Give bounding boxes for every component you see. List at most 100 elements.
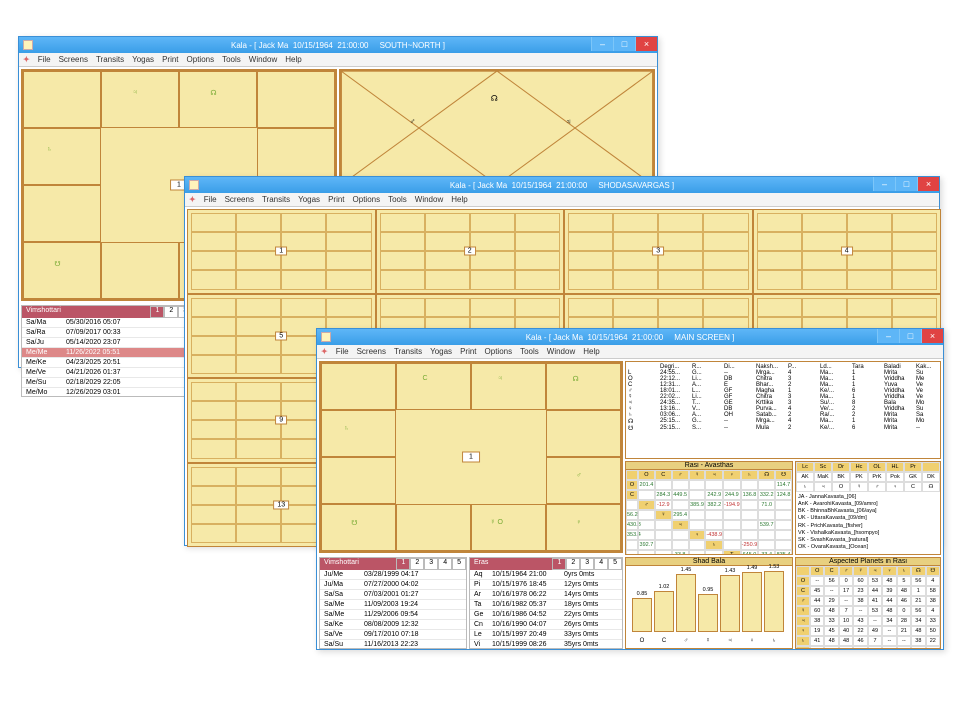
menu-transits[interactable]: Transits (394, 347, 422, 356)
menu-tools[interactable]: Tools (520, 347, 539, 356)
menu-window[interactable]: Window (249, 55, 277, 64)
menubar: ✦ File Screens Transits Yogas Print Opti… (185, 193, 939, 207)
maximize-button[interactable]: □ (613, 37, 635, 51)
menu-tools[interactable]: Tools (388, 195, 407, 204)
dasa-tab-4[interactable]: 4 (438, 558, 452, 570)
eras-panel[interactable]: Eras 1 2 3 4 5 Aq10/15/1964 21:000yrs 0m… (469, 557, 623, 649)
varga-cell[interactable]: 1 (187, 209, 376, 294)
dasa-tab-2[interactable]: 2 (164, 306, 178, 318)
menu-file[interactable]: File (38, 55, 51, 64)
menu-print[interactable]: Print (460, 347, 476, 356)
planet-info-table[interactable]: Degri...R...Di...Naksh...P...Ld...TaraBa… (625, 361, 941, 459)
eras-tab-1[interactable]: 1 (552, 558, 566, 570)
varga-number: 1 (275, 247, 287, 256)
avasthas-panel[interactable]: Rasi - Avasthas OC♂☿♃♀♄☊☋O201.4114.7C284… (625, 461, 793, 555)
minimize-button[interactable]: – (591, 37, 613, 51)
shadbala-bar (676, 574, 696, 632)
menu-window[interactable]: Window (547, 347, 575, 356)
shadbala-panel[interactable]: Shad Bala O0.85C1.02♂1.45☿0.95♃1.43♀1.49… (625, 557, 793, 649)
menu-screens[interactable]: Screens (357, 347, 386, 356)
aspects-title: Aspected Planets in Rasi (796, 558, 940, 566)
eras-tab-4[interactable]: 4 (594, 558, 608, 570)
shadbala-bar (764, 571, 784, 632)
menu-screens[interactable]: Screens (59, 55, 88, 64)
menu-yogas[interactable]: Yogas (430, 347, 452, 356)
eras-tab-3[interactable]: 3 (580, 558, 594, 570)
menu-print[interactable]: Print (328, 195, 344, 204)
menu-tools[interactable]: Tools (222, 55, 241, 64)
dasa-row[interactable]: Sa/Me11/29/2006 09:54 (320, 610, 466, 620)
dasa-row[interactable]: Ju/Me03/28/1999 04:17 (320, 570, 466, 580)
dasa-tab-3[interactable]: 3 (424, 558, 438, 570)
era-row[interactable]: Ar10/16/1978 06:2214yrs 0mts (470, 590, 622, 600)
menu-file[interactable]: File (204, 195, 217, 204)
era-row[interactable]: Cn10/16/1990 04:0726yrs 0mts (470, 620, 622, 630)
era-row[interactable]: Vi10/15/1999 08:2635yrs 0mts (470, 640, 622, 649)
aspects-panel[interactable]: Aspected Planets in Rasi OC♂☿♃♀♄☊☋O--560… (795, 557, 941, 649)
dasa-tab-5[interactable]: 5 (452, 558, 466, 570)
close-button[interactable]: × (921, 329, 943, 343)
dasa-row[interactable]: Ju/Ma07/27/2000 04:02 (320, 580, 466, 590)
maximize-button[interactable]: □ (895, 177, 917, 191)
menu-yogas[interactable]: Yogas (298, 195, 320, 204)
dasa-panel-main[interactable]: Vimshottari 1 2 3 4 5 Ju/Me03/28/1999 04… (319, 557, 467, 649)
shadbala-bar (742, 572, 762, 632)
menu-plus-icon[interactable]: ✦ (189, 195, 196, 204)
varga-number: 5 (275, 331, 287, 340)
planet-info-row[interactable]: ☊25:15...G...--Mrga...4Ma...1MritaMo (628, 418, 938, 425)
karaka-panel[interactable]: LcScDrHcOLHLPrAKMaKBKPKPrKPokGKDK♄♃O☿♂♀C… (795, 461, 941, 555)
dasa-tab-2[interactable]: 2 (410, 558, 424, 570)
titlebar[interactable]: Kala - [ Jack Ma 10/15/1964 21:00:00 SOU… (19, 37, 657, 53)
eras-tab-5[interactable]: 5 (608, 558, 622, 570)
menu-help[interactable]: Help (583, 347, 599, 356)
minimize-button[interactable]: – (873, 177, 895, 191)
era-row[interactable]: Pi10/15/1976 18:4512yrs 0mts (470, 580, 622, 590)
varga-cell[interactable]: 4 (753, 209, 942, 294)
close-button[interactable]: × (635, 37, 657, 51)
menu-options[interactable]: Options (485, 347, 513, 356)
varga-number: 2 (464, 247, 476, 256)
window-title: Kala - [ Jack Ma 10/15/1964 21:00:00 SOU… (231, 41, 445, 50)
menu-transits[interactable]: Transits (262, 195, 290, 204)
menu-transits[interactable]: Transits (96, 55, 124, 64)
era-row[interactable]: Ge10/16/1986 04:5222yrs 0mts (470, 610, 622, 620)
menu-print[interactable]: Print (162, 55, 178, 64)
app-icon (321, 332, 331, 342)
varga-number: 4 (841, 247, 853, 256)
dasa-header: Vimshottari (22, 306, 150, 318)
menu-screens[interactable]: Screens (225, 195, 254, 204)
menu-window[interactable]: Window (415, 195, 443, 204)
maximize-button[interactable]: □ (899, 329, 921, 343)
varga-cell[interactable]: 2 (376, 209, 565, 294)
dasa-tab-1[interactable]: 1 (396, 558, 410, 570)
titlebar[interactable]: Kala - [ Jack Ma 10/15/1964 21:00:00 MAI… (317, 329, 943, 345)
dasa-tab-1[interactable]: 1 (150, 306, 164, 318)
dasa-row[interactable]: Sa/Ve09/17/2010 07:18 (320, 630, 466, 640)
planet-info-row[interactable]: ☋25:15...S...--Mula2Ke/...6Mrita-- (628, 425, 938, 432)
shadbala-bar (698, 594, 718, 632)
titlebar[interactable]: Kala - [ Jack Ma 10/15/1964 21:00:00 SHO… (185, 177, 939, 193)
menu-plus-icon[interactable]: ✦ (321, 347, 328, 356)
dasa-row[interactable]: Sa/Me11/09/2003 19:24 (320, 600, 466, 610)
dasa-row[interactable]: Sa/Sa07/03/2001 01:27 (320, 590, 466, 600)
dasa-row[interactable]: Sa/Su11/16/2013 22:23 (320, 640, 466, 649)
shadbala-bar (632, 598, 652, 632)
menu-options[interactable]: Options (353, 195, 381, 204)
avasthas-title: Rasi - Avasthas (626, 462, 792, 470)
era-row[interactable]: Le10/15/1997 20:4933yrs 0mts (470, 630, 622, 640)
eras-tab-2[interactable]: 2 (566, 558, 580, 570)
menu-help[interactable]: Help (451, 195, 467, 204)
varga-cell[interactable]: 3 (564, 209, 753, 294)
app-icon (189, 180, 199, 190)
era-row[interactable]: Ta10/16/1982 05:3718yrs 0mts (470, 600, 622, 610)
close-button[interactable]: × (917, 177, 939, 191)
menu-file[interactable]: File (336, 347, 349, 356)
menu-help[interactable]: Help (285, 55, 301, 64)
menu-plus-icon[interactable]: ✦ (23, 55, 30, 64)
minimize-button[interactable]: – (877, 329, 899, 343)
era-row[interactable]: Aq10/15/1964 21:000yrs 0mts (470, 570, 622, 580)
menu-yogas[interactable]: Yogas (132, 55, 154, 64)
dasa-row[interactable]: Sa/Ke08/08/2009 12:32 (320, 620, 466, 630)
menu-options[interactable]: Options (187, 55, 215, 64)
main-rasi-chart[interactable]: C♃☊ ♄ ♂ ☋☿ O♀ 1 (319, 361, 623, 553)
